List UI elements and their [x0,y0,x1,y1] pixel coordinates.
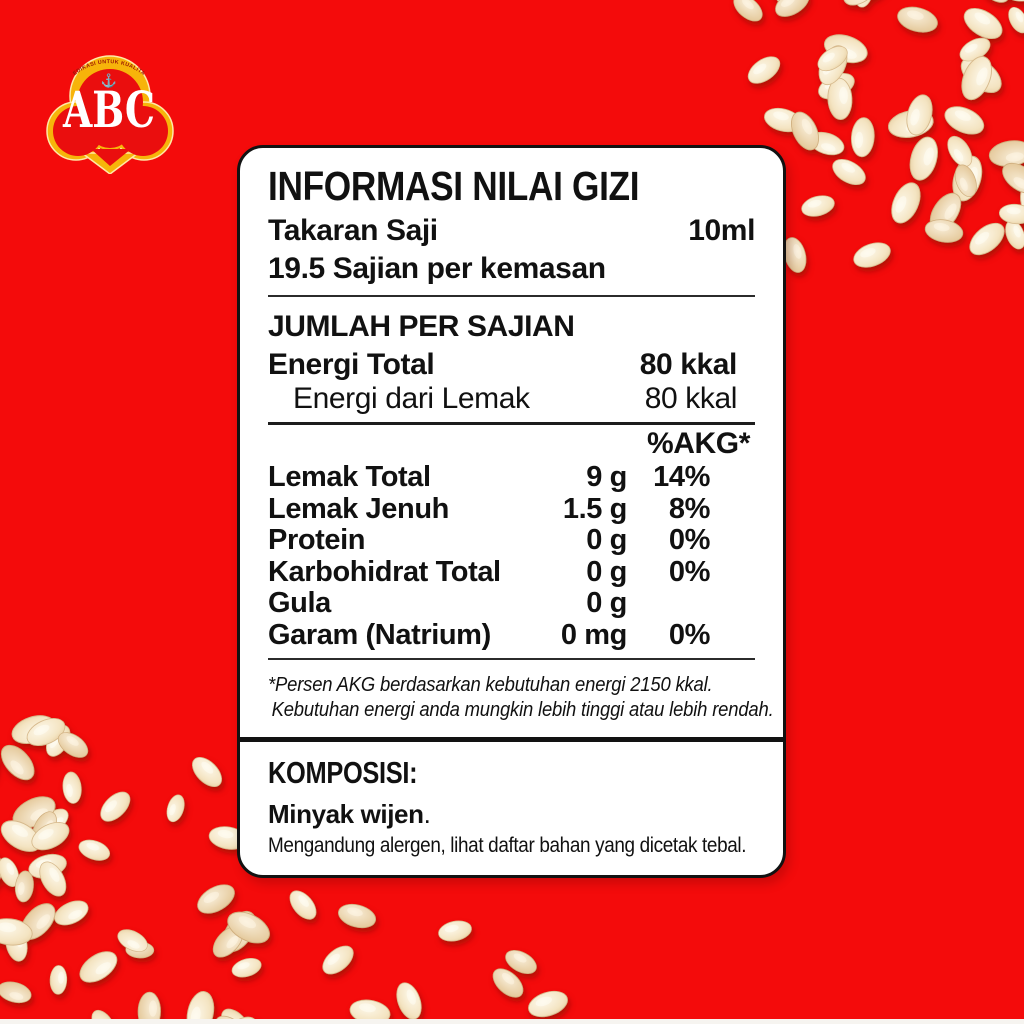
energy-from-fat-row: Energi dari Lemak 80 kkal [268,382,755,415]
nutrient-akg: 14% [653,461,710,493]
table-row: Lemak Total 9 g 14% [268,461,755,494]
footnote-line: *Persen AKG berdasarkan kebutuhan energi… [268,673,713,696]
anchor-icon: ⚓ [101,73,117,88]
nutrient-table: Lemak Total 9 g 14% Lemak Jenuh 1.5 g 8%… [268,461,755,652]
nutrient-amount: 0 g [586,524,627,556]
logo-text: ABC [62,80,155,139]
nutrient-label: Garam (Natrium) [268,618,491,651]
nutrient-amount: 0 g [586,555,627,588]
abc-logo: DEDIKASI UNTUK KUALITAS ⚓ ABC [46,54,174,174]
nutrient-akg: 8% [668,492,711,525]
table-row: Protein 0 g 0% [268,524,755,557]
energy-total-label: Energi Total [268,348,435,381]
ingredient-bold: Minyak wijen [268,799,424,829]
energy-from-fat-label: Energi dari Lemak [293,382,530,415]
nutrition-panel: INFORMASI NILAI GIZI Takaran Saji 10ml 1… [240,148,783,722]
serving-size-value: 10ml [688,214,755,247]
energy-total-value: 80 kkal [639,348,738,381]
composition-heading: KOMPOSISI: [268,755,418,790]
nutrient-amount: 1.5 g [562,492,627,525]
table-row: Garam (Natrium) 0 mg 0% [268,618,755,652]
nutrient-amount: 9 g [586,461,627,493]
allergen-note: Mengandung alergen, lihat daftar bahan y… [268,833,747,857]
ingredient-suffix: . [423,799,431,829]
serving-size-label: Takaran Saji [268,214,438,247]
footnote-line: Kebutuhan energi anda mungkin lebih ting… [271,698,774,721]
divider-thin [268,422,755,425]
servings-per-pack: 19.5 Sajian per kemasan [268,252,606,285]
akg-column-header: %AKG* [646,427,750,460]
nutrient-label: Gula [268,587,331,619]
energy-total-row: Energi Total 80 kkal [268,348,755,382]
serving-size-row: Takaran Saji 10ml [268,214,755,248]
nutrition-card: INFORMASI NILAI GIZI Takaran Saji 10ml 1… [237,145,786,878]
nutrient-label: Lemak Total [268,461,431,493]
divider-thin [268,295,755,297]
ingredient-line: Minyak wijen. [268,799,755,829]
nutrient-akg: 0% [668,555,711,588]
divider-thin [268,658,755,660]
nutrient-amount: 0 mg [560,618,627,651]
akg-footnote: *Persen AKG berdasarkan kebutuhan energi… [268,672,774,722]
bottom-edge-strip [0,1019,1024,1024]
nutrient-amount: 0 g [586,587,627,619]
section-divider [240,737,783,742]
table-row: Karbohidrat Total 0 g 0% [268,555,755,589]
per-serving-heading: JUMLAH PER SAJIAN [268,310,575,343]
composition-panel: KOMPOSISI: Minyak wijen. Mengandung aler… [240,755,783,858]
table-row: Lemak Jenuh 1.5 g 8% [268,492,755,526]
nutrient-akg: 0% [668,524,711,556]
nutrient-label: Lemak Jenuh [268,492,449,525]
logo-trefoil-red [53,69,168,166]
energy-from-fat-value: 80 kkal [644,382,738,415]
nutrient-akg: 0% [668,618,711,651]
table-row: Gula 0 g [268,587,755,620]
nutrient-label: Protein [268,524,366,556]
nutrient-label: Karbohidrat Total [268,555,501,588]
nutrition-title: INFORMASI NILAI GIZI [268,163,640,209]
